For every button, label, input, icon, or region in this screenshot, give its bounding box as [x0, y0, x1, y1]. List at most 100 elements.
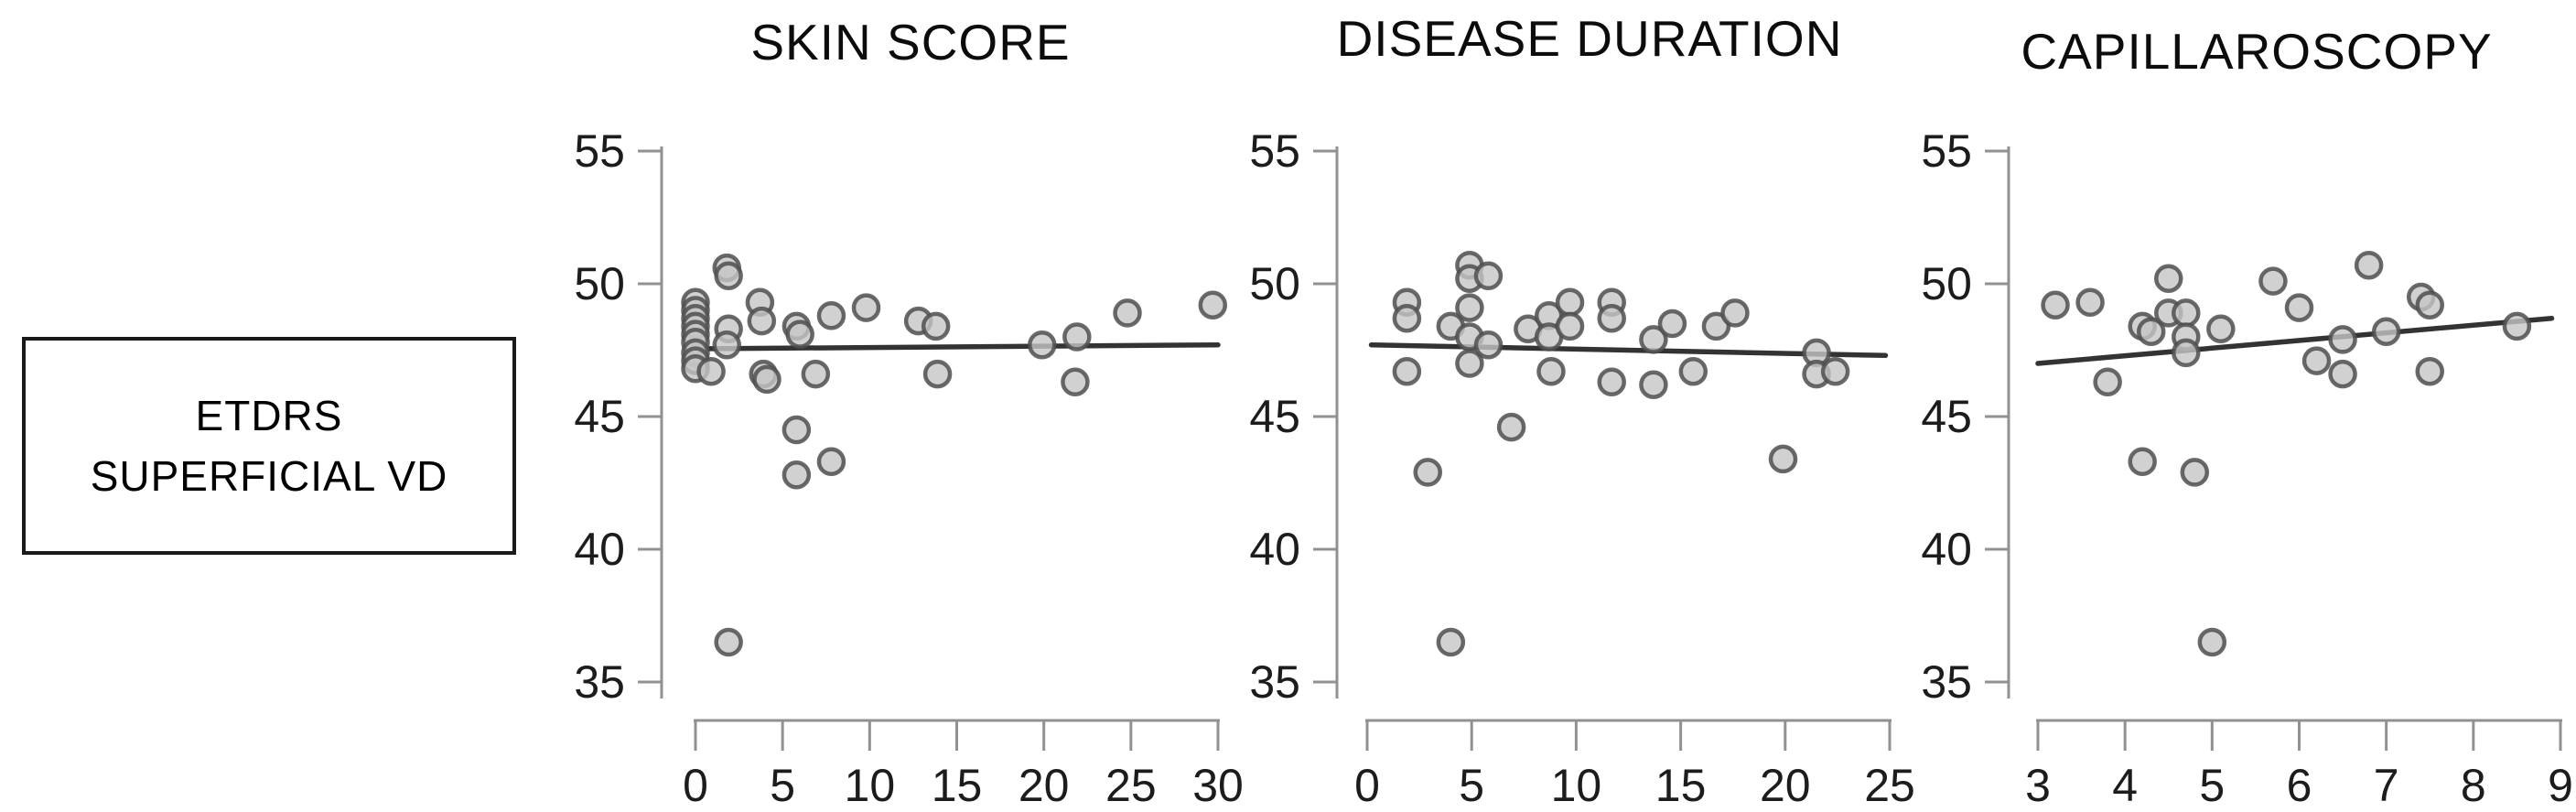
data-point: [712, 330, 742, 360]
data-point: [1768, 444, 1798, 474]
x-tick-label: 5: [2199, 760, 2225, 811]
y-tick-label: 45: [1921, 391, 1972, 442]
row-label-line1: ETDRS: [195, 392, 343, 439]
y-tick-label: 45: [574, 391, 625, 442]
data-point: [851, 293, 881, 322]
x-tick-label: 0: [683, 760, 708, 811]
trend-line: [2035, 315, 2555, 366]
data-point: [2075, 287, 2105, 318]
plot-disease-duration: 55 50 45 40 35 0 5 10 15 20 25: [1249, 125, 1914, 811]
data-point: [2093, 367, 2122, 397]
x-tick-label: 7: [2374, 760, 2399, 811]
x-tick-label: 25: [1864, 760, 1915, 811]
data-point: [801, 359, 831, 389]
data-point: [2328, 325, 2357, 354]
data-point: [2371, 317, 2401, 346]
data-point: [781, 460, 812, 490]
data-point: [2258, 266, 2288, 296]
data-point: [1413, 458, 1442, 487]
y-tick-label: 40: [574, 524, 625, 575]
data-point: [1597, 367, 1626, 397]
data-point: [1028, 330, 1057, 360]
data-point: [1536, 356, 1566, 386]
data-point: [2041, 290, 2070, 319]
trend-line: [693, 341, 1221, 352]
y-tick-label: 40: [1249, 524, 1300, 575]
data-point: [1473, 261, 1504, 291]
data-point: [1496, 412, 1526, 442]
data-point: [1198, 290, 1228, 319]
y-tick-label: 35: [1921, 656, 1972, 708]
y-tick-label: 50: [574, 258, 625, 309]
y-tick-label: 35: [1249, 656, 1300, 708]
x-tick-label: 25: [1105, 760, 1157, 811]
y-tick-label: 45: [1249, 391, 1300, 442]
y-tick-label: 55: [574, 125, 625, 177]
x-tick-label: 5: [770, 760, 795, 811]
x-tick-label: 5: [1459, 760, 1484, 811]
x-tick-label: 8: [2461, 760, 2486, 811]
trend-line: [1368, 341, 1889, 359]
data-point: [1113, 298, 1142, 328]
x-tick-label: 9: [2548, 760, 2573, 811]
data-point: [714, 627, 743, 657]
data-point: [1392, 356, 1422, 386]
data-point: [2354, 250, 2384, 280]
data-point: [1473, 330, 1504, 360]
data-point: [2180, 458, 2210, 487]
y-tick-label: 40: [1921, 524, 1972, 575]
y-tick-label: 55: [1249, 125, 1300, 177]
data-point: [2154, 264, 2183, 293]
data-point: [1597, 303, 1626, 333]
data-point: [785, 319, 814, 349]
data-point: [1455, 293, 1484, 322]
data-point: [816, 447, 846, 477]
data-point: [2128, 447, 2157, 477]
y-tick-label: 35: [574, 656, 625, 708]
plot-title-disease-duration: DISEASE DURATION: [1336, 10, 1843, 67]
y-tick-label: 55: [1921, 125, 1972, 177]
data-point: [816, 301, 846, 330]
data-point: [1392, 303, 1422, 333]
data-point: [1555, 311, 1585, 341]
data-point: [1061, 367, 1090, 397]
data-point: [2172, 338, 2201, 368]
data-point: [2172, 298, 2201, 328]
data-point: [2415, 290, 2444, 319]
y-tick-label: 50: [1921, 258, 1972, 309]
data-point: [922, 359, 953, 389]
data-point: [752, 364, 781, 395]
data-point: [1657, 309, 1687, 339]
x-tick-label: 15: [932, 760, 983, 811]
data-point: [1436, 627, 1466, 657]
data-point: [2415, 356, 2444, 386]
row-label-box: ETDRS SUPERFICIAL VD: [22, 337, 516, 555]
data-point: [1555, 287, 1585, 318]
data-point: [2502, 311, 2532, 341]
data-point: [1639, 325, 1668, 354]
data-point: [1720, 298, 1750, 328]
y-tick-label: 50: [1249, 258, 1300, 309]
data-point: [921, 311, 951, 341]
x-tick-label: 20: [1019, 760, 1070, 811]
row-label-line2: SUPERFICIAL VD: [90, 452, 448, 500]
data-point: [1820, 356, 1850, 386]
x-tick-label: 15: [1655, 760, 1707, 811]
plot-title-capillaroscopy: CAPILLAROSCOPY: [2021, 23, 2493, 80]
x-tick-label: 3: [2025, 760, 2051, 811]
data-point: [1639, 370, 1668, 399]
data-point: [1062, 322, 1092, 352]
x-tick-label: 10: [845, 760, 896, 811]
data-point: [696, 356, 726, 386]
data-point: [2136, 317, 2166, 346]
plot-title-skin-score: SKIN SCORE: [750, 14, 1071, 70]
x-tick-label: 20: [1760, 760, 1811, 811]
data-point: [714, 261, 743, 291]
x-tick-label: 30: [1192, 760, 1244, 811]
x-tick-label: 4: [2112, 760, 2138, 811]
data-point: [2284, 293, 2314, 322]
data-point: [1455, 349, 1484, 378]
